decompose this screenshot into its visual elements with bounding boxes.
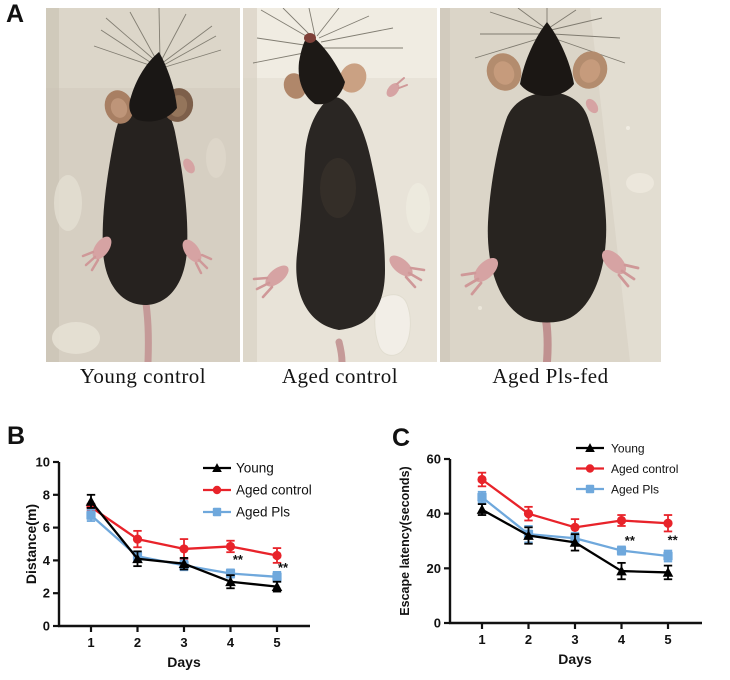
photo-caption-aged-pls-fed: Aged Pls-fed — [492, 364, 609, 388]
mouse-whiskers — [474, 8, 626, 64]
svg-text:**: ** — [278, 560, 289, 575]
svg-text:2: 2 — [134, 635, 141, 650]
series-aged-control — [86, 502, 282, 564]
legend: Young Aged control Aged Pls — [203, 461, 312, 520]
mouse-nose — [304, 33, 316, 43]
svg-text:0: 0 — [43, 619, 50, 634]
significance-annotations: ** ** — [233, 552, 289, 575]
y-axis-label: Distance(m) — [23, 504, 39, 584]
svg-text:60: 60 — [427, 452, 441, 467]
svg-text:4: 4 — [227, 635, 235, 650]
mouse-tail — [335, 338, 346, 362]
svg-text:Aged Pls: Aged Pls — [236, 505, 290, 520]
photo-aged-pls-fed — [440, 8, 661, 362]
x-axis-label: Days — [558, 651, 592, 667]
mouse-front-paw — [585, 98, 599, 114]
chart-panel-c: 0 20 40 60 1 2 3 4 5 Days Escape latency(seconds) Y… — [398, 442, 702, 667]
mouse-head — [298, 34, 345, 105]
svg-text:5: 5 — [273, 635, 280, 650]
svg-text:Aged control: Aged control — [611, 462, 678, 476]
svg-text:0: 0 — [434, 616, 441, 631]
svg-text:Aged control: Aged control — [236, 483, 312, 498]
mouse-fur-patch — [320, 158, 356, 218]
series-young — [85, 493, 283, 593]
svg-text:1: 1 — [87, 635, 94, 650]
svg-text:4: 4 — [618, 632, 626, 647]
svg-text:**: ** — [233, 552, 244, 567]
mouse-front-paw — [183, 158, 195, 174]
mouse-body — [487, 92, 607, 323]
mouse-front-paws — [386, 77, 408, 97]
svg-text:5: 5 — [664, 632, 671, 647]
significance-annotations: ** ** — [625, 532, 679, 548]
svg-text:3: 3 — [180, 635, 187, 650]
y-axis-label: Escape latency(seconds) — [398, 466, 412, 615]
photo-caption-young-control: Young control — [79, 364, 207, 388]
mouse-whiskers — [252, 8, 403, 64]
mouse-tail — [141, 292, 152, 362]
panel-c-label: C — [392, 424, 411, 452]
svg-text:20: 20 — [427, 561, 441, 576]
tick-labels: 0 20 40 60 1 2 3 4 5 — [427, 452, 672, 648]
photo-aged-control — [243, 8, 437, 362]
svg-text:Young: Young — [236, 461, 274, 476]
x-axis-label: Days — [167, 654, 201, 670]
series-aged-control — [477, 471, 673, 537]
svg-text:**: ** — [668, 532, 679, 547]
svg-text:4: 4 — [43, 553, 51, 568]
mouse-whiskers — [93, 8, 222, 69]
mouse-hind-feet — [460, 249, 640, 296]
mouse-hind-feet — [252, 255, 426, 299]
svg-text:1: 1 — [478, 632, 485, 647]
svg-text:Young: Young — [611, 442, 645, 456]
mouse-head — [129, 52, 177, 122]
mouse-hind-feet — [81, 236, 213, 275]
svg-text:**: ** — [625, 533, 636, 548]
svg-text:40: 40 — [427, 506, 441, 521]
svg-text:8: 8 — [43, 487, 50, 502]
mouse-body — [102, 98, 188, 305]
photo-caption-aged-control: Aged control — [281, 364, 399, 388]
mouse-head — [520, 22, 574, 96]
photo-background — [46, 8, 240, 362]
panel-a-label: A — [6, 0, 25, 28]
mouse-tail — [542, 316, 552, 362]
svg-text:6: 6 — [43, 520, 50, 535]
panel-b-label: B — [7, 422, 26, 450]
mouse-ears — [486, 51, 608, 91]
svg-text:2: 2 — [525, 632, 532, 647]
svg-text:10: 10 — [36, 455, 50, 470]
svg-text:3: 3 — [571, 632, 578, 647]
legend: Young Aged control Aged Pls — [576, 442, 678, 497]
svg-text:2: 2 — [43, 586, 50, 601]
plastic-shine — [374, 294, 411, 356]
series-young — [476, 503, 674, 581]
photo-young-control — [46, 8, 240, 362]
svg-text:Aged Pls: Aged Pls — [611, 483, 659, 497]
